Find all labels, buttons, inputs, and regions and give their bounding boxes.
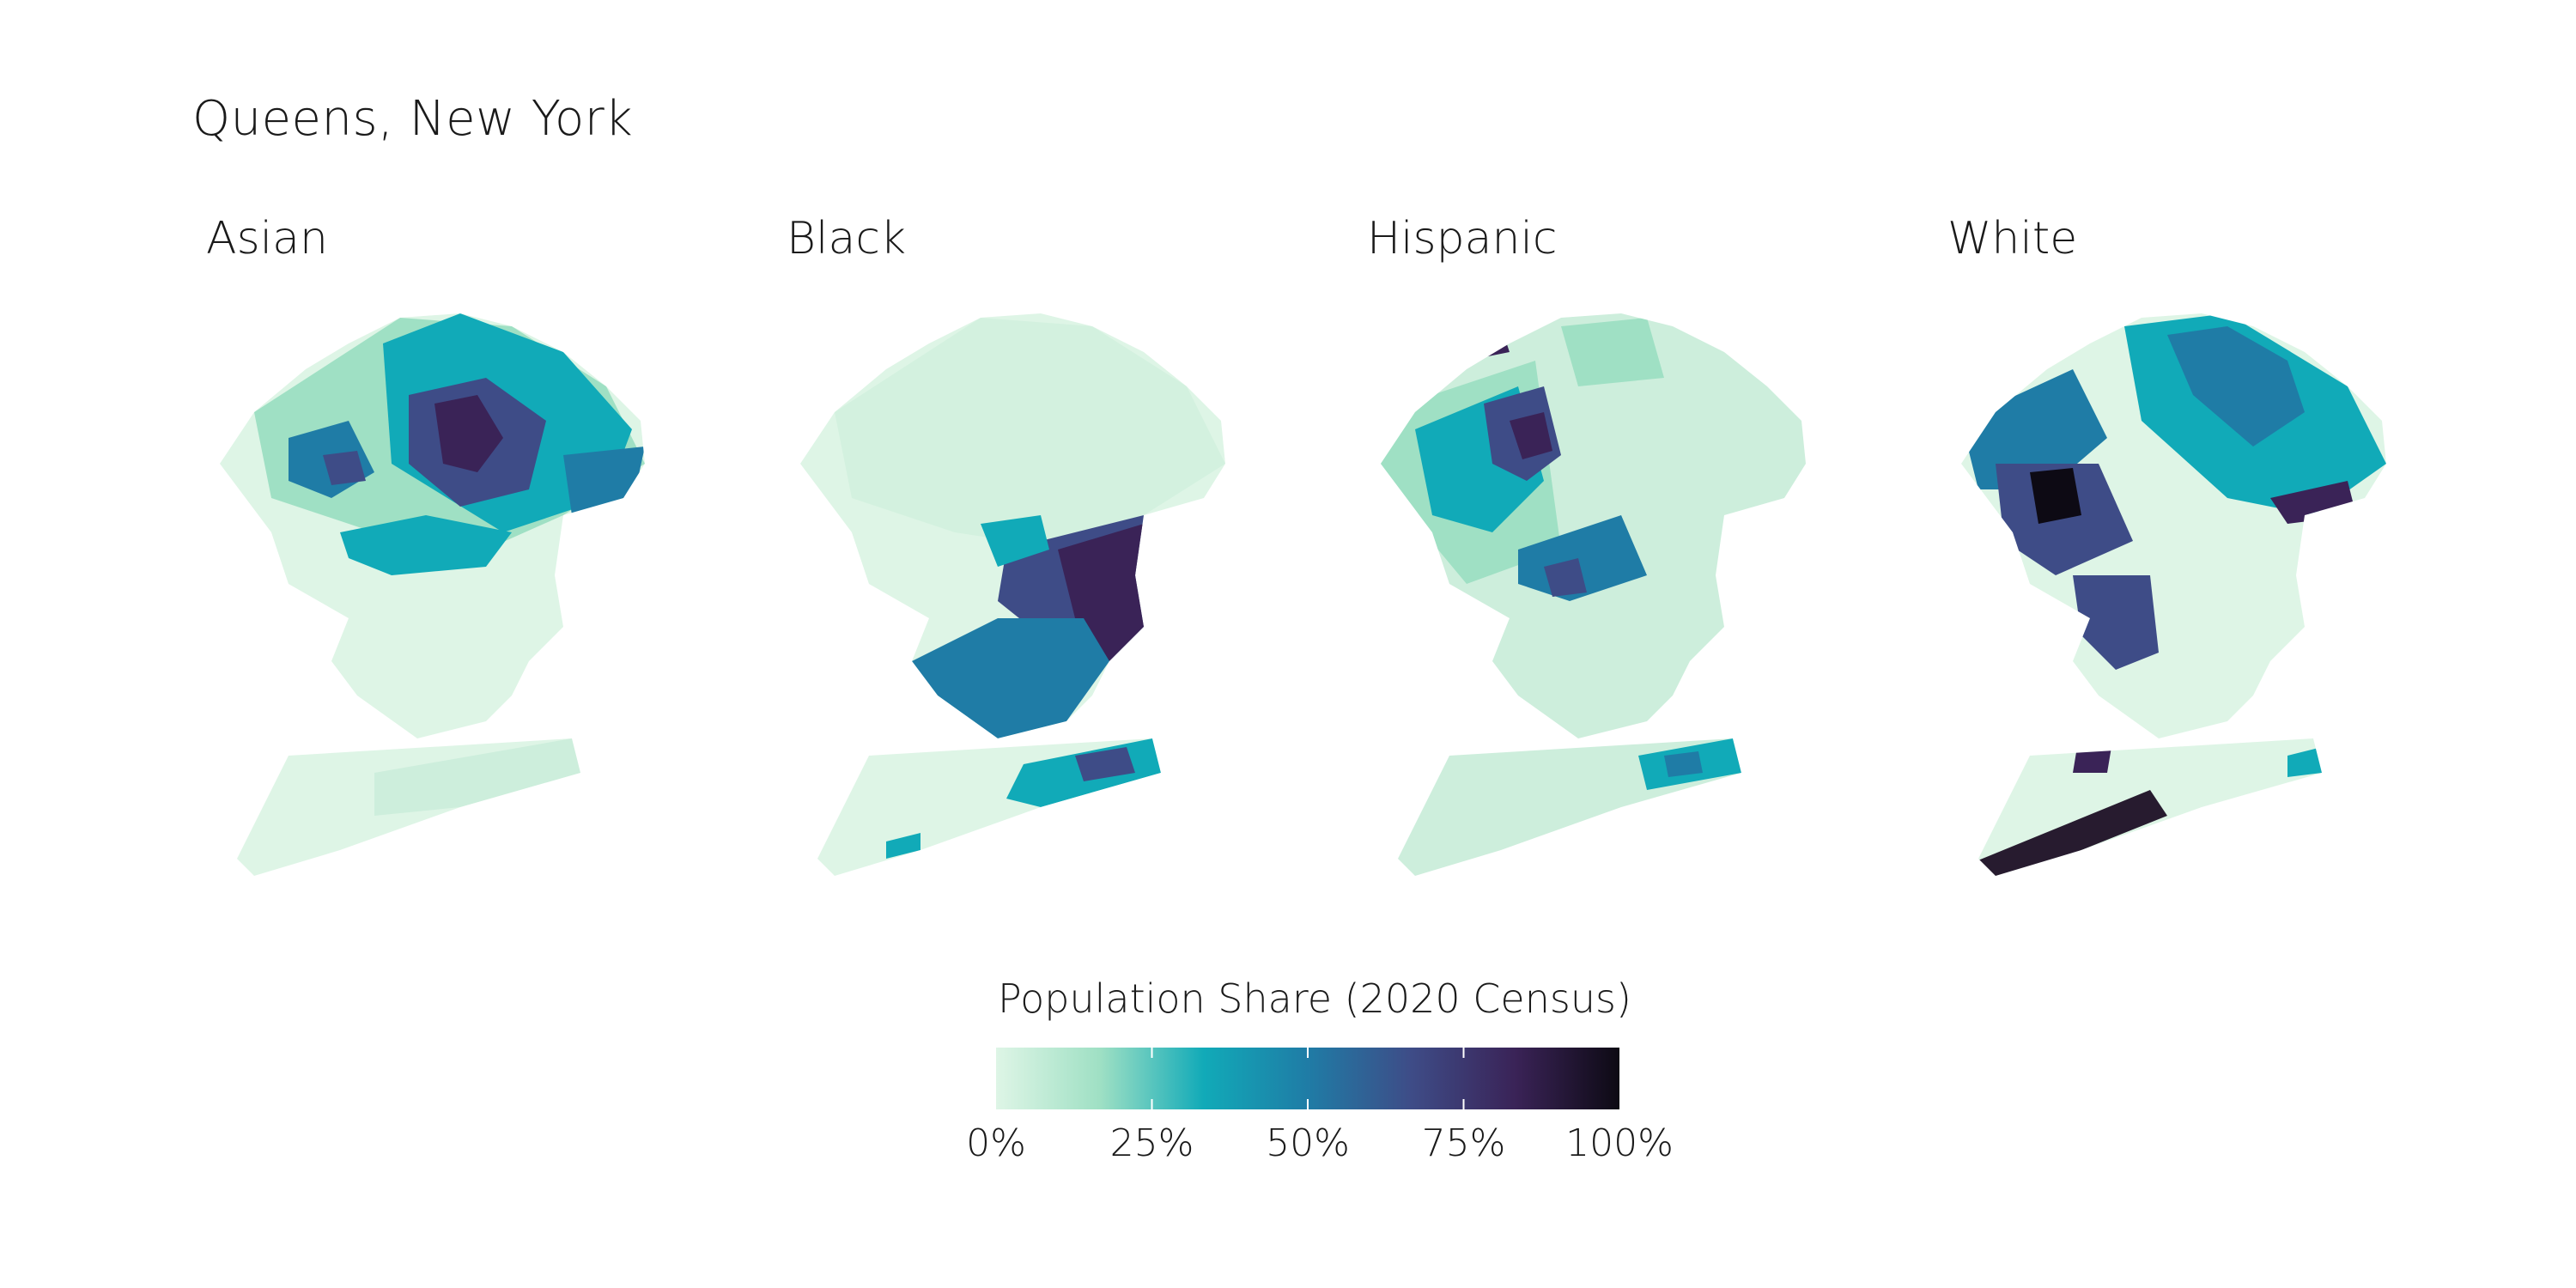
choropleth-map-asian bbox=[220, 313, 645, 876]
panel-title-black: Black bbox=[787, 213, 907, 264]
legend-color-bar bbox=[996, 1048, 1619, 1109]
choropleth-map-black bbox=[800, 313, 1225, 876]
page-title: Queens, New York bbox=[192, 91, 634, 147]
panel-title-hispanic: Hispanic bbox=[1367, 213, 1558, 264]
choropleth-map-white bbox=[1961, 313, 2386, 876]
panel-title-white: White bbox=[1947, 213, 2078, 264]
legend-tick-label: 100% bbox=[1565, 1121, 1674, 1165]
panel-title-asian: Asian bbox=[206, 213, 328, 264]
legend-tick-label: 75% bbox=[1421, 1121, 1506, 1165]
legend-tick-label: 0% bbox=[966, 1121, 1026, 1165]
legend-title: Population Share (2020 Census) bbox=[998, 975, 1631, 1022]
legend-tick-label: 25% bbox=[1109, 1121, 1194, 1165]
choropleth-map-hispanic bbox=[1381, 313, 1806, 876]
legend-tick-label: 50% bbox=[1266, 1121, 1350, 1165]
